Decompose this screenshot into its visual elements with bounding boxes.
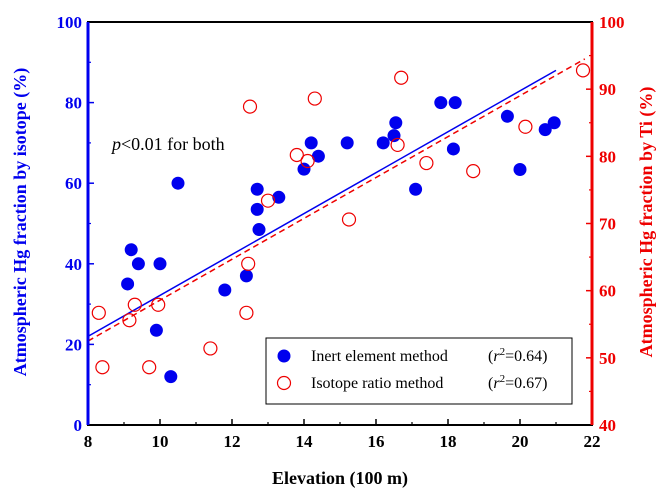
inert-fit-line — [87, 69, 557, 337]
legend-marker-inert — [277, 349, 291, 363]
isotope-data-point — [239, 305, 254, 320]
x-axis-title: Elevation (100 m) — [272, 468, 408, 489]
left-y-tick-label: 80 — [65, 94, 82, 113]
isotope-data-point — [394, 70, 409, 85]
isotope-data-point — [91, 305, 106, 320]
left-y-tick-label: 100 — [57, 13, 83, 32]
inert-data-point — [121, 277, 135, 291]
isotope-data-point — [390, 137, 405, 153]
legend-marker-isotope — [276, 375, 292, 391]
inert-data-point — [218, 283, 232, 297]
right-y-axis-title: Atmospheric Hg fraction by Ti (%) — [636, 87, 657, 358]
x-tick-label: 14 — [296, 432, 314, 451]
left-y-tick-label: 40 — [65, 255, 82, 274]
x-tick-label: 20 — [512, 432, 529, 451]
legend-label-isotope: Isotope ratio method — [311, 375, 443, 392]
inert-data-point — [547, 116, 561, 130]
x-tick-label: 16 — [368, 432, 385, 451]
isotope-data-point — [575, 63, 591, 78]
right-y-tick-label: 40 — [599, 416, 616, 435]
inert-data-point — [446, 142, 460, 156]
isotope-data-point — [142, 360, 157, 375]
inert-data-point — [311, 149, 325, 163]
legend-r2-isotope: (r2=0.67) — [488, 373, 547, 392]
inert-data-point — [250, 182, 264, 196]
inert-data-point — [340, 136, 354, 150]
left-y-tick-label: 60 — [65, 174, 82, 193]
inert-data-point — [239, 269, 253, 283]
isotope-data-point — [203, 341, 218, 356]
isotope-data-point — [307, 91, 322, 106]
inert-data-point — [376, 136, 390, 150]
inert-data-point — [153, 257, 167, 271]
isotope-data-point — [518, 119, 533, 134]
inert-data-point — [448, 96, 462, 110]
isotope-data-point — [260, 193, 276, 208]
inert-data-point — [513, 162, 527, 176]
isotope-data-point — [151, 297, 166, 312]
inert-data-point — [434, 96, 448, 110]
isotope-data-point — [122, 313, 137, 328]
legend: Inert element method (r2=0.64) Isotope r… — [265, 337, 573, 405]
inert-data-point — [500, 109, 514, 123]
x-tick-label: 18 — [440, 432, 457, 451]
isotope-data-point — [300, 153, 315, 169]
inert-data-point — [164, 370, 178, 384]
left-y-tick-label: 0 — [74, 416, 83, 435]
inert-data-point — [171, 176, 185, 190]
isotope-data-point — [341, 212, 357, 227]
inert-data-point — [389, 116, 403, 130]
isotope-data-point — [95, 360, 110, 375]
isotope-data-point — [419, 155, 434, 171]
inert-data-point — [538, 123, 552, 137]
inert-data-point — [297, 162, 311, 176]
right-y-tick-label: 60 — [599, 282, 616, 301]
significance-annotation: p<0.01 for both — [110, 134, 225, 154]
legend-box — [265, 337, 573, 405]
fit-lines — [87, 58, 586, 342]
x-tick-label: 10 — [152, 432, 169, 451]
inert-data-point — [409, 182, 423, 196]
annotation-p-symbol: p — [110, 134, 121, 154]
isotope-data-point — [289, 147, 304, 163]
inert-data-point — [124, 243, 138, 257]
isotope-data-point — [241, 256, 256, 271]
right-y-tick-label: 90 — [599, 80, 616, 99]
x-tick-label: 12 — [224, 432, 241, 451]
axis-ticks: 8 10 12 14 16 18 20 22 0 20 40 60 80 100 40 50 60 70 80 90 1… — [57, 13, 625, 451]
inert-data-point — [272, 190, 286, 204]
inert-data-point — [252, 223, 266, 237]
inert-data-point — [304, 136, 318, 150]
data-points — [91, 63, 591, 384]
isotope-fit-line — [87, 58, 586, 342]
annotation-rest: <0.01 for both — [121, 134, 225, 154]
inert-data-point — [131, 257, 145, 271]
legend-r2-inert: (r2=0.64) — [488, 346, 547, 365]
right-y-tick-label: 50 — [599, 349, 616, 368]
legend-label-inert: Inert element method — [311, 348, 448, 365]
isotope-data-point — [466, 164, 481, 179]
right-y-tick-label: 80 — [599, 147, 616, 166]
isotope-data-point — [127, 297, 142, 312]
inert-data-point — [149, 323, 163, 337]
inert-data-point — [250, 202, 264, 216]
right-y-tick-label: 100 — [599, 13, 625, 32]
x-tick-label: 8 — [84, 432, 93, 451]
left-y-axis-title: Atmospheric Hg fraction by isotope (%) — [10, 68, 31, 376]
isotope-data-point — [242, 99, 258, 114]
x-tick-label: 22 — [584, 432, 601, 451]
right-y-tick-label: 70 — [599, 215, 616, 234]
left-y-tick-label: 20 — [65, 335, 82, 354]
